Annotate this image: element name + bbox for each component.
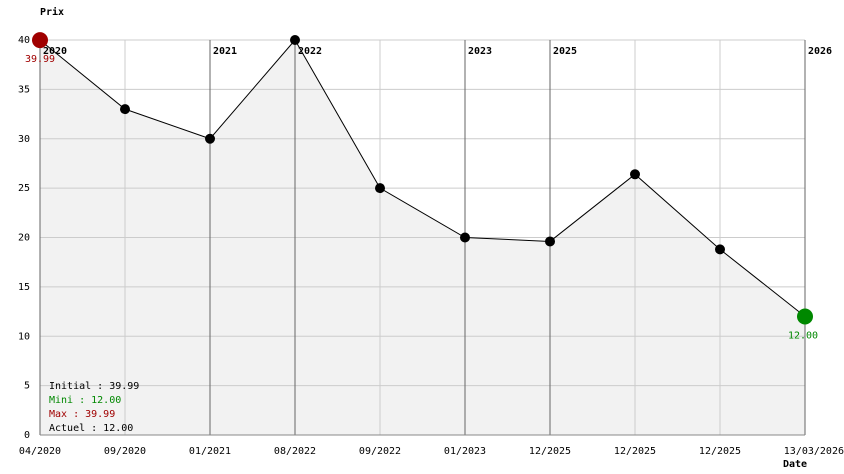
- x-tick-label: 09/2020: [104, 446, 146, 457]
- y-tick-label: 5: [24, 381, 30, 392]
- price-point: [32, 32, 48, 49]
- x-axis-label: Date: [783, 459, 807, 470]
- y-tick-label: 40: [18, 35, 30, 46]
- legend-entry: Mini : 12.00: [49, 395, 121, 406]
- x-tick-label: 12/2025: [529, 446, 571, 457]
- price-point: [630, 169, 640, 180]
- year-marker-label: 2026: [808, 46, 832, 57]
- y-axis-label: Prix: [40, 6, 64, 18]
- price-point: [460, 232, 470, 243]
- y-tick-label: 10: [18, 331, 30, 342]
- year-marker-label: 2025: [553, 46, 577, 57]
- y-tick-label: 35: [18, 84, 30, 95]
- value-label: 39.99: [25, 54, 55, 65]
- x-tick-label: 13/03/2026: [784, 446, 844, 457]
- x-tick-label: 08/2022: [274, 446, 316, 457]
- y-tick-label: 30: [18, 134, 30, 145]
- x-tick-label: 12/2025: [699, 446, 741, 457]
- price-line: [39, 39, 806, 317]
- price-point: [120, 104, 130, 115]
- price-point: [797, 308, 813, 325]
- price-point: [715, 244, 725, 255]
- year-marker-label: 2020: [43, 46, 67, 57]
- price-point: [375, 183, 385, 194]
- y-tick-label: 15: [18, 282, 30, 293]
- price-point: [205, 133, 215, 144]
- x-tick-label: 01/2023: [444, 446, 486, 457]
- y-tick-label: 20: [18, 233, 30, 244]
- year-marker-label: 2022: [298, 46, 322, 57]
- legend-entry: Max : 39.99: [49, 409, 115, 420]
- x-tick-label: 12/2025: [614, 446, 656, 457]
- year-marker-label: 2021: [213, 46, 237, 57]
- x-tick-label: 09/2022: [359, 446, 401, 457]
- legend-entry: Initial : 39.99: [49, 381, 139, 392]
- price-point: [545, 236, 555, 247]
- y-tick-label: 25: [18, 183, 30, 194]
- legend-entry: Actuel : 12.00: [49, 423, 133, 434]
- y-tick-label: 0: [24, 430, 30, 441]
- x-tick-label: 04/2020: [19, 446, 61, 457]
- price-point: [290, 35, 300, 45]
- value-label: 12.00: [788, 331, 818, 342]
- year-marker-label: 2023: [468, 46, 492, 57]
- x-tick-label: 01/2021: [189, 446, 231, 457]
